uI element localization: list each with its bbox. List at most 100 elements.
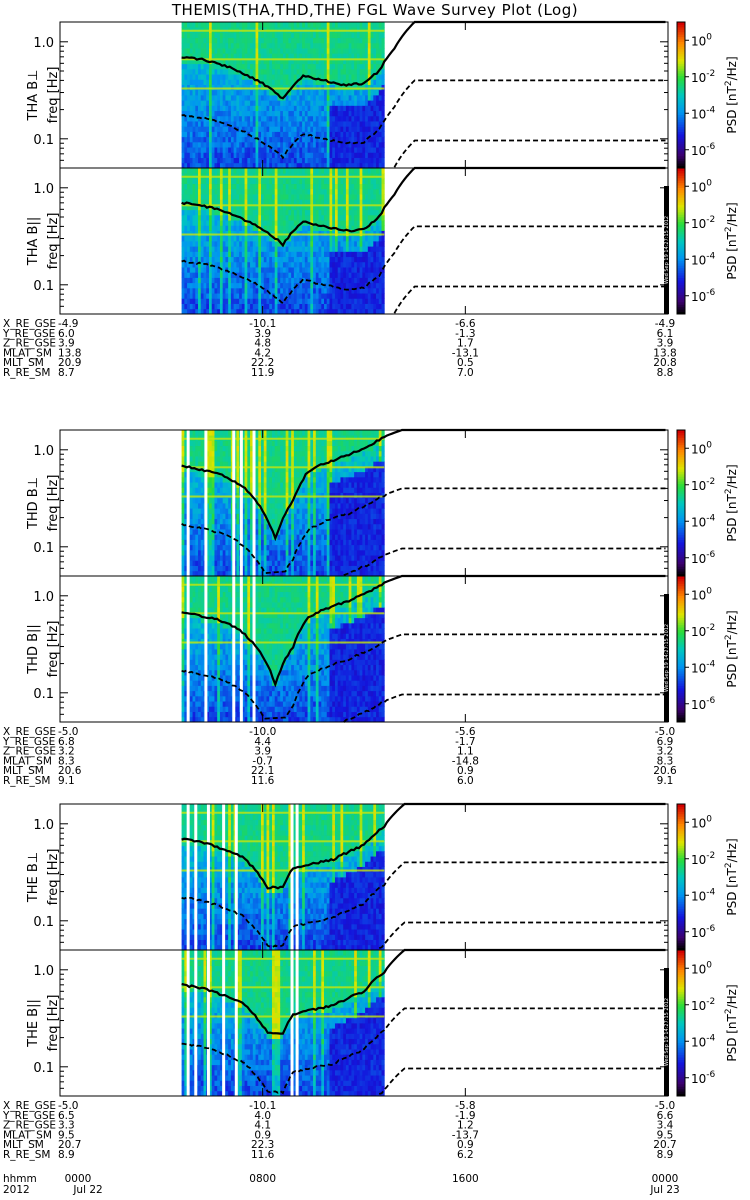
spectrogram-cell <box>187 220 191 226</box>
spectrogram-cell <box>206 136 210 143</box>
spectrogram-cell <box>244 32 248 39</box>
ephemeris-value: 6.1 <box>657 328 674 340</box>
spectrogram-cell <box>310 204 314 211</box>
spectrogram-cell <box>324 89 328 96</box>
spectrogram-cell <box>192 523 196 530</box>
spectrogram-cell <box>348 168 352 174</box>
colorbar-label-exponent: 2 <box>724 80 734 86</box>
spectrogram-cell <box>195 131 199 138</box>
spectrogram-cell <box>354 79 358 85</box>
spectrogram-cell <box>266 121 270 127</box>
spectrogram-cell <box>247 303 251 310</box>
spectrogram-cell <box>269 220 273 226</box>
spectrogram-cell <box>269 267 273 273</box>
spectrogram-cell <box>200 42 204 49</box>
spectrogram-cell <box>340 37 344 44</box>
spectrogram-cell <box>332 267 336 273</box>
spectrogram-cell <box>329 53 333 59</box>
spectrogram-cell <box>318 32 322 39</box>
spectrogram-cell <box>354 204 358 211</box>
spectrogram-cell <box>304 194 308 200</box>
spectrogram-cell <box>302 147 306 153</box>
spectrogram-cell <box>247 220 251 226</box>
spectrogram-cell <box>192 188 196 195</box>
spectrogram-cell <box>236 220 240 226</box>
spectrogram-cell <box>241 95 245 101</box>
spectrogram-cell <box>307 188 311 195</box>
spectrogram-cell <box>198 178 202 185</box>
spectrogram-cell <box>266 209 270 216</box>
spectrogram-cell <box>187 230 191 237</box>
spectrogram-cell <box>181 461 185 467</box>
spectrogram-cell <box>271 131 276 138</box>
spectrogram-cell <box>206 440 210 447</box>
spectrogram-cell <box>381 293 385 299</box>
spectrogram-cell <box>351 293 355 299</box>
spectrogram-cell <box>296 100 300 106</box>
chart-title: THEMIS(THA,THD,THE) FGL Wave Survey Plot… <box>171 1 579 19</box>
spectrogram-cell <box>351 95 355 101</box>
spectrogram-cell <box>310 126 314 132</box>
spectrogram-cell <box>195 136 199 143</box>
spectrogram-cell <box>261 152 265 158</box>
spectrogram-cell <box>214 487 218 493</box>
spectrogram-cell <box>280 293 284 299</box>
spectrogram-cell <box>198 188 202 195</box>
spectrogram-cell <box>195 267 199 273</box>
spectrogram-cell <box>239 204 243 211</box>
spectrogram-cell <box>354 126 358 132</box>
spectrogram-cell <box>370 152 374 158</box>
spectrogram-cell <box>282 141 287 148</box>
spectrogram-cell <box>356 152 361 158</box>
spectrogram-cell <box>271 22 276 28</box>
spectrogram-cell <box>233 256 237 263</box>
spectrogram-cell <box>343 53 347 59</box>
spectrogram-cell <box>266 95 270 101</box>
spectrogram-cell <box>367 256 371 263</box>
spectrogram-cell <box>280 251 284 258</box>
spectrogram-cell <box>228 277 232 284</box>
spectrogram-cell <box>345 22 350 28</box>
spectrogram-cell <box>189 450 193 457</box>
spectrogram-cell <box>381 157 385 164</box>
spectrogram-cell <box>228 539 232 546</box>
spectrogram-cell <box>381 246 385 252</box>
spectrogram-cell <box>288 58 292 65</box>
spectrogram-cell <box>219 544 224 551</box>
spectrogram-cell <box>219 565 224 572</box>
spectrogram-cell <box>373 32 377 39</box>
spectrogram-cell <box>302 261 306 268</box>
spectrogram-cell <box>200 53 204 59</box>
spectrogram-cell <box>282 204 287 211</box>
spectrogram-cell <box>381 261 385 268</box>
spectrogram-cell <box>195 450 199 457</box>
spectrogram-cell <box>288 188 292 195</box>
spectrogram-cell <box>321 225 325 231</box>
spectrogram-cell <box>343 126 347 132</box>
spectrogram-cell <box>302 42 306 49</box>
spectrogram-cell <box>351 74 355 80</box>
spectrogram-cell <box>258 63 262 70</box>
spectrogram-cell <box>222 287 226 294</box>
spectrogram-cell <box>208 220 213 226</box>
spectrogram-cell <box>348 105 352 112</box>
spectrogram-cell <box>241 157 245 164</box>
spectrogram-cell <box>198 209 202 216</box>
spectrogram-cell <box>228 492 232 499</box>
spectrogram-cell <box>187 37 191 44</box>
spectrogram-cell <box>367 115 371 122</box>
colorbar-step <box>677 155 685 159</box>
spectrogram-cell <box>280 105 284 112</box>
spectrogram-cell <box>266 267 270 273</box>
spectrogram-cell <box>206 308 210 315</box>
spectrogram-cell <box>255 152 259 158</box>
spectrogram-cell <box>255 220 259 226</box>
spectrogram-cell <box>326 183 330 190</box>
spectrogram-cell <box>206 121 210 127</box>
spectrogram-cell <box>211 241 215 247</box>
spectrogram-cell <box>211 157 215 164</box>
spectrogram-cell <box>373 42 377 49</box>
spectrogram-cell <box>318 178 322 185</box>
spectrogram-cell <box>299 204 303 211</box>
spectrogram-cell <box>184 251 188 258</box>
